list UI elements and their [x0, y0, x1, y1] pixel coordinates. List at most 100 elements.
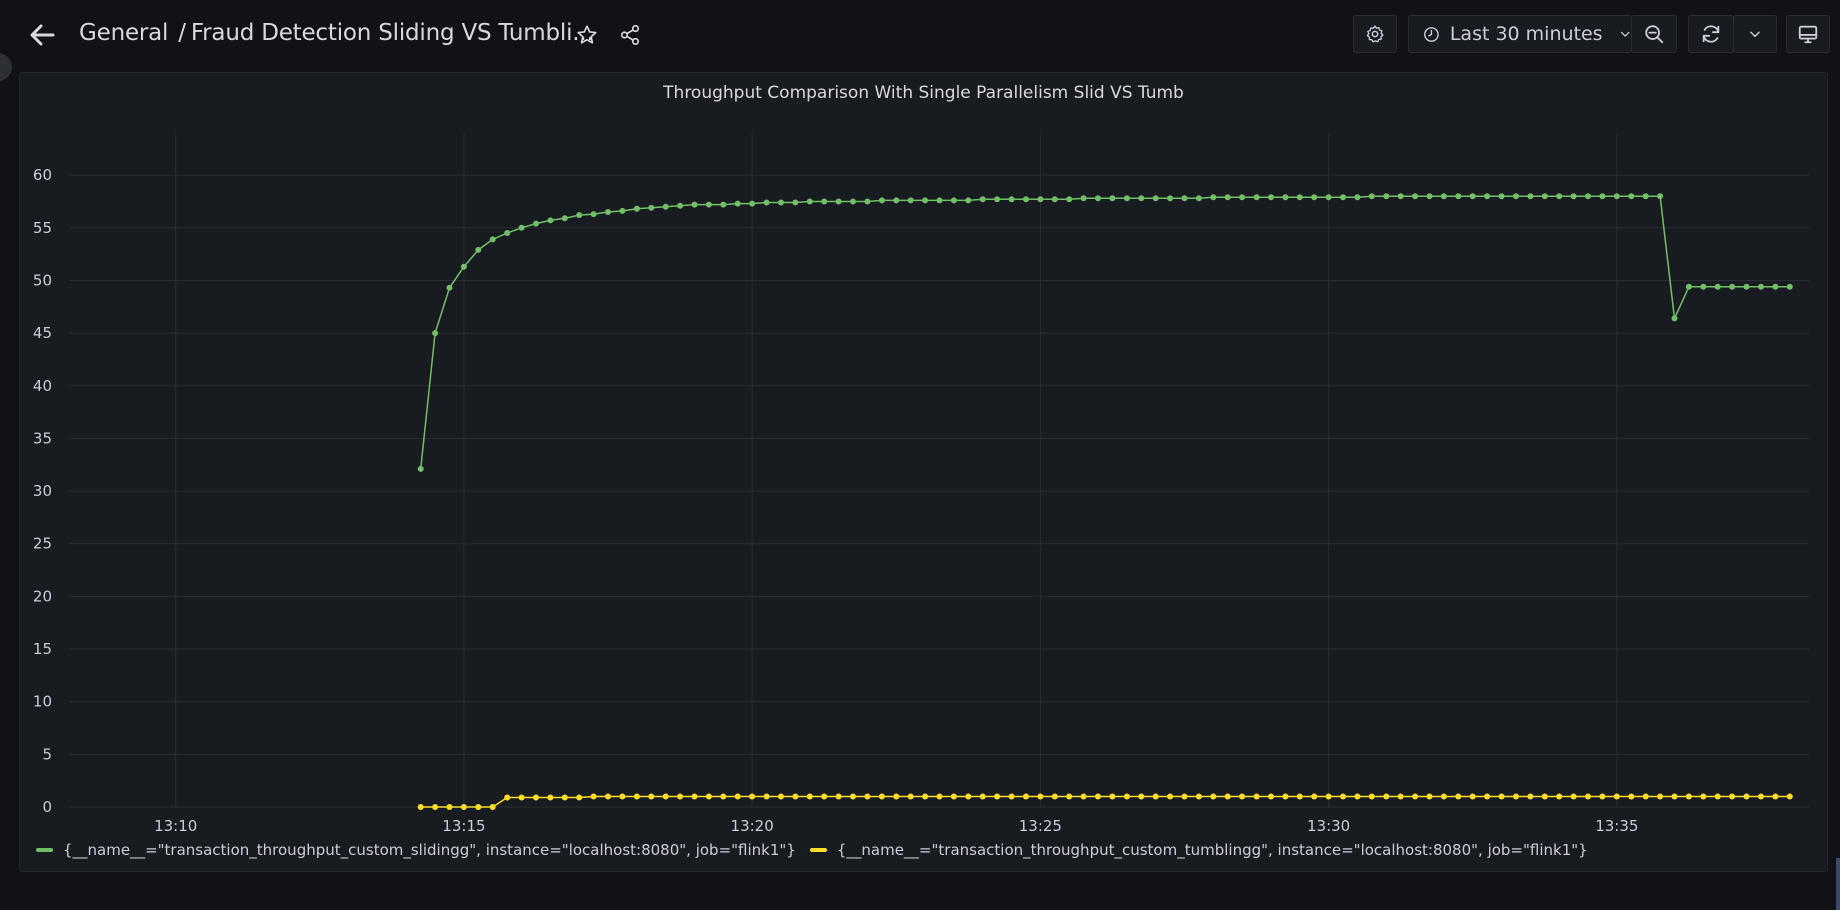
data-point-sliding[interactable]	[677, 202, 684, 209]
data-point-sliding[interactable]	[460, 263, 467, 270]
share-button[interactable]	[615, 20, 645, 50]
data-point-tumbling[interactable]	[1253, 793, 1260, 800]
series-line-sliding[interactable]	[419, 195, 1790, 469]
data-point-sliding[interactable]	[850, 198, 856, 205]
data-point-tumbling[interactable]	[1008, 793, 1015, 800]
dashboard-title[interactable]: Fraud Detection Sliding VS Tumbli...	[190, 20, 594, 46]
data-point-tumbling[interactable]	[677, 793, 684, 800]
data-point-sliding[interactable]	[979, 196, 986, 203]
data-point-tumbling[interactable]	[1152, 793, 1159, 800]
refresh-interval-dropdown[interactable]	[1733, 15, 1777, 53]
data-point-tumbling[interactable]	[705, 793, 712, 800]
data-point-tumbling[interactable]	[878, 793, 885, 800]
data-point-tumbling[interactable]	[1138, 793, 1145, 800]
data-point-tumbling[interactable]	[1412, 793, 1419, 800]
data-point-sliding[interactable]	[1181, 195, 1188, 202]
data-point-tumbling[interactable]	[1484, 793, 1491, 800]
data-point-tumbling[interactable]	[1527, 793, 1534, 800]
data-point-sliding[interactable]	[1095, 195, 1101, 202]
data-point-sliding[interactable]	[1051, 196, 1058, 203]
data-point-sliding[interactable]	[1152, 195, 1159, 202]
data-point-tumbling[interactable]	[1599, 793, 1606, 800]
data-point-tumbling[interactable]	[1325, 793, 1332, 800]
data-point-tumbling[interactable]	[619, 793, 626, 800]
data-point-sliding[interactable]	[1412, 193, 1419, 200]
data-point-sliding[interactable]	[576, 212, 583, 219]
data-point-tumbling[interactable]	[749, 793, 756, 800]
data-point-sliding[interactable]	[1282, 194, 1289, 201]
data-point-sliding[interactable]	[994, 196, 1001, 203]
data-point-tumbling[interactable]	[1440, 793, 1447, 800]
data-point-tumbling[interactable]	[1469, 793, 1476, 800]
data-point-tumbling[interactable]	[821, 793, 828, 800]
data-point-tumbling[interactable]	[922, 793, 929, 800]
data-point-sliding[interactable]	[1340, 194, 1346, 201]
data-point-tumbling[interactable]	[1051, 793, 1058, 800]
data-point-tumbling[interactable]	[1037, 793, 1044, 800]
zoom-out-button[interactable]	[1631, 15, 1677, 53]
data-point-tumbling[interactable]	[648, 793, 655, 800]
data-point-tumbling[interactable]	[1455, 793, 1462, 800]
data-point-sliding[interactable]	[1613, 193, 1620, 200]
data-point-sliding[interactable]	[1657, 193, 1664, 200]
data-point-tumbling[interactable]	[1729, 793, 1736, 800]
data-point-tumbling[interactable]	[1354, 793, 1361, 800]
data-point-tumbling[interactable]	[850, 793, 856, 800]
data-point-tumbling[interactable]	[1513, 793, 1519, 800]
data-point-sliding[interactable]	[1008, 196, 1015, 203]
data-point-tumbling[interactable]	[1181, 793, 1188, 800]
data-point-tumbling[interactable]	[1570, 793, 1577, 800]
data-point-sliding[interactable]	[835, 198, 842, 205]
data-point-tumbling[interactable]	[864, 793, 871, 800]
data-point-sliding[interactable]	[1599, 193, 1606, 200]
page-scrollbar[interactable]	[1836, 858, 1840, 910]
data-point-tumbling[interactable]	[432, 804, 439, 810]
data-point-sliding[interactable]	[1700, 283, 1707, 290]
data-point-tumbling[interactable]	[417, 804, 424, 810]
data-point-sliding[interactable]	[1714, 283, 1721, 290]
data-point-tumbling[interactable]	[1311, 793, 1318, 800]
data-point-sliding[interactable]	[893, 197, 900, 204]
data-point-tumbling[interactable]	[1657, 793, 1664, 800]
data-point-tumbling[interactable]	[547, 794, 554, 801]
data-point-tumbling[interactable]	[950, 793, 957, 800]
data-point-sliding[interactable]	[1397, 193, 1404, 200]
data-point-sliding[interactable]	[1786, 283, 1793, 290]
data-point-sliding[interactable]	[1585, 193, 1591, 200]
data-point-tumbling[interactable]	[1080, 793, 1087, 800]
data-point-sliding[interactable]	[936, 197, 943, 204]
data-point-sliding[interactable]	[1368, 193, 1375, 200]
data-point-tumbling[interactable]	[1671, 793, 1678, 800]
data-point-sliding[interactable]	[1109, 195, 1116, 202]
data-point-tumbling[interactable]	[633, 793, 640, 800]
data-point-sliding[interactable]	[1527, 193, 1534, 200]
data-point-sliding[interactable]	[1066, 196, 1073, 203]
back-button[interactable]	[24, 17, 60, 53]
data-point-sliding[interactable]	[662, 203, 669, 210]
data-point-tumbling[interactable]	[1167, 793, 1174, 800]
data-point-tumbling[interactable]	[1613, 793, 1620, 800]
data-point-sliding[interactable]	[1685, 283, 1692, 290]
panel-title[interactable]: Throughput Comparison With Single Parall…	[663, 83, 1184, 103]
series-line-tumbling[interactable]	[420, 795, 1790, 808]
data-point-sliding[interactable]	[806, 198, 813, 205]
data-point-sliding[interactable]	[950, 197, 957, 204]
data-point-sliding[interactable]	[1758, 283, 1764, 290]
data-point-sliding[interactable]	[619, 207, 626, 214]
data-point-tumbling[interactable]	[1714, 793, 1721, 800]
data-point-tumbling[interactable]	[1123, 793, 1130, 800]
data-point-sliding[interactable]	[878, 197, 885, 204]
data-point-tumbling[interactable]	[778, 793, 784, 800]
data-point-sliding[interactable]	[1556, 193, 1563, 200]
data-point-sliding[interactable]	[633, 205, 640, 212]
data-point-sliding[interactable]	[1167, 195, 1174, 202]
legend-item-sliding[interactable]: {__name__="transaction_throughput_custom…	[36, 841, 796, 859]
data-point-sliding[interactable]	[432, 330, 439, 337]
data-point-tumbling[interactable]	[1340, 793, 1346, 800]
data-point-sliding[interactable]	[446, 284, 453, 291]
data-point-sliding[interactable]	[749, 200, 756, 207]
data-point-tumbling[interactable]	[489, 804, 496, 810]
data-point-sliding[interactable]	[763, 199, 770, 206]
data-point-tumbling[interactable]	[1685, 793, 1692, 800]
data-point-tumbling[interactable]	[1224, 793, 1231, 800]
